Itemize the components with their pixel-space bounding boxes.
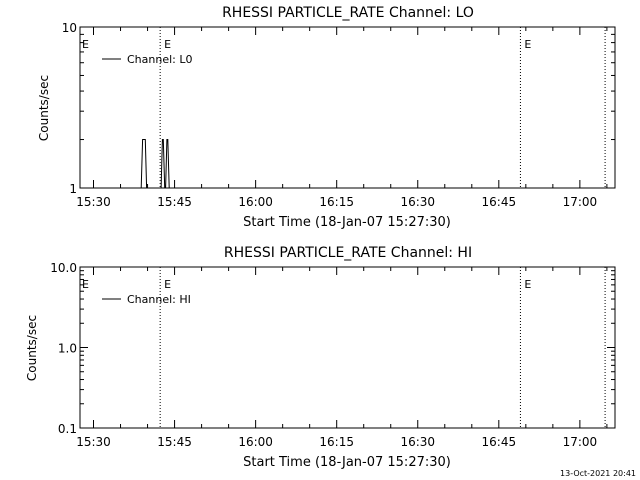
lo-series-line	[140, 139, 170, 189]
hi-event-marker-label-start: E	[82, 278, 89, 291]
lo-x-tick-label: 16:45	[482, 195, 517, 209]
hi-event-marker-label: E	[164, 278, 171, 291]
lo-x-tick-label: 16:00	[238, 195, 273, 209]
lo-plot-frame	[79, 26, 616, 189]
lo-legend-label: Channel: L0	[127, 53, 193, 66]
lo-channel-panel: RHESSI PARTICLE_RATE Channel: LO Counts/…	[37, 5, 616, 230]
hi-y-ticks: 0.1 1.0 10.0	[50, 261, 615, 436]
lo-x-tick-label: 15:30	[76, 195, 111, 209]
hi-x-tick-label: 17:00	[563, 435, 598, 449]
hi-markers: E EE	[82, 267, 606, 428]
hi-y-tick-label: 10.0	[50, 261, 77, 275]
hi-x-tick-label: 16:00	[238, 435, 273, 449]
hi-y-axis-label: Counts/sec	[25, 315, 39, 381]
lo-event-marker-label-start: E	[82, 38, 89, 51]
hi-x-tick-label: 16:15	[319, 435, 354, 449]
lo-event-marker-label: E	[164, 38, 171, 51]
hi-x-ticks: 15:30 15:45 16:00 16:15 16:30 16:45 17:00	[76, 267, 608, 449]
lo-y-axis-label: Counts/sec	[37, 75, 51, 141]
hi-chart-title: RHESSI PARTICLE_RATE Channel: HI	[224, 245, 472, 261]
lo-series	[140, 139, 170, 189]
hi-x-tick-label: 15:45	[157, 435, 192, 449]
hi-x-axis-label: Start Time (18-Jan-07 15:27:30)	[243, 455, 451, 470]
lo-x-axis-label: Start Time (18-Jan-07 15:27:30)	[243, 215, 451, 230]
hi-x-tick-label: 15:30	[76, 435, 111, 449]
lo-y-ticks: 1 10	[62, 21, 615, 196]
lo-x-tick-label: 16:15	[319, 195, 354, 209]
lo-y-tick-label: 1	[69, 182, 77, 196]
lo-x-tick-label: 15:45	[157, 195, 192, 209]
lo-event-marker-label: E	[524, 38, 531, 51]
lo-x-ticks: 15:30 15:45 16:00 16:15 16:30 16:45 17:00	[76, 27, 608, 209]
lo-markers: E EE	[82, 27, 606, 188]
lo-x-tick-label: 16:30	[400, 195, 435, 209]
lo-x-tick-label: 17:00	[563, 195, 598, 209]
hi-x-tick-label: 16:45	[482, 435, 517, 449]
lo-chart-title: RHESSI PARTICLE_RATE Channel: LO	[222, 5, 474, 21]
hi-legend-label: Channel: HI	[127, 293, 191, 306]
generation-timestamp: 13-Oct-2021 20:41	[560, 469, 636, 478]
hi-channel-panel: RHESSI PARTICLE_RATE Channel: HI Counts/…	[25, 245, 616, 470]
hi-y-tick-label: 1.0	[58, 342, 77, 356]
hi-event-marker-label: E	[524, 278, 531, 291]
hi-y-tick-label: 0.1	[58, 422, 77, 436]
lo-y-tick-label: 10	[62, 21, 77, 35]
hi-x-tick-label: 16:30	[400, 435, 435, 449]
